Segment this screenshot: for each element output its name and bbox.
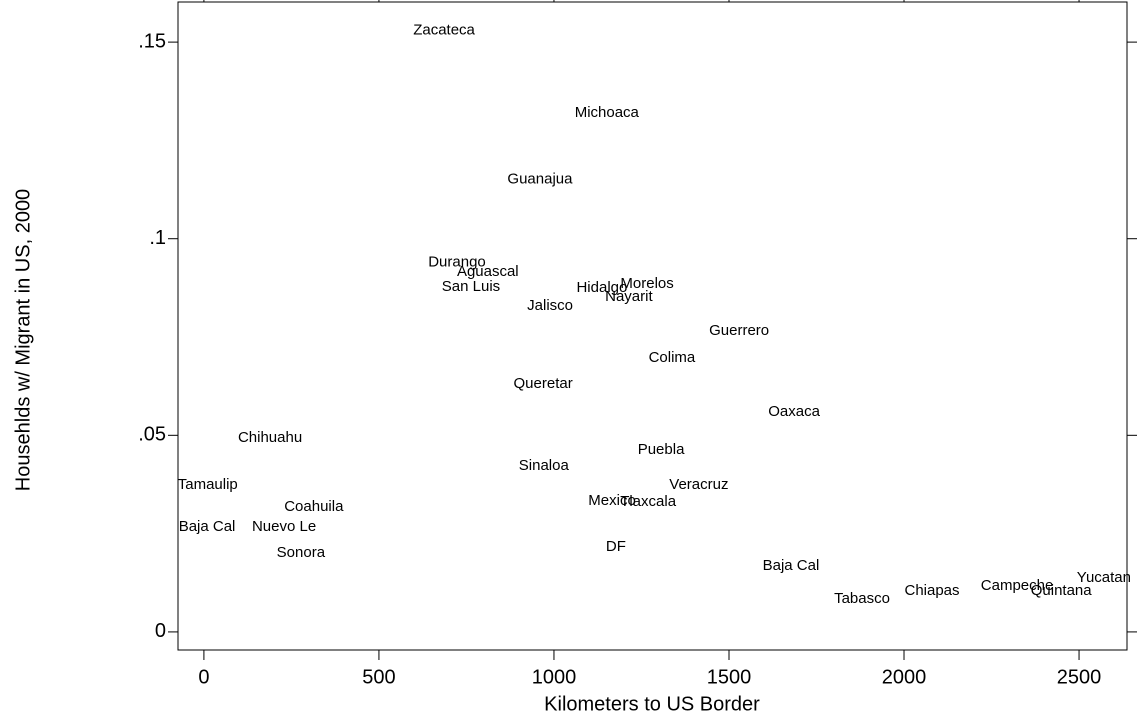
- point-label: Chihuahu: [238, 429, 302, 446]
- point-label: Nayarit: [605, 288, 653, 305]
- point-label: Oaxaca: [768, 403, 820, 420]
- x-tick-label: 2000: [882, 666, 927, 688]
- point-label: Tlaxcala: [620, 493, 677, 510]
- point-label: Baja Cal: [763, 557, 820, 574]
- y-tick-label: .15: [138, 30, 166, 52]
- point-label: San Luis: [442, 278, 500, 295]
- point-label: Chiapas: [904, 582, 959, 599]
- point-label: DF: [606, 538, 626, 555]
- point-label: Zacateca: [413, 21, 475, 38]
- point-label: Queretar: [514, 375, 573, 392]
- point-label: Guanajua: [507, 171, 573, 188]
- point-label: Yucatan: [1077, 569, 1131, 586]
- x-tick-label: 500: [362, 666, 395, 688]
- point-label: Veracruz: [669, 476, 728, 493]
- point-label: Morelos: [620, 275, 673, 292]
- point-label: Nuevo Le: [252, 518, 316, 535]
- point-label: Baja Cal: [179, 518, 236, 535]
- point-label: Michoaca: [575, 104, 640, 121]
- point-label: Sonora: [277, 544, 326, 561]
- y-tick-label: .1: [149, 227, 166, 249]
- point-label: Aguascal: [457, 263, 519, 280]
- point-label: Quintana: [1031, 582, 1093, 599]
- point-label: Tamaulip: [178, 476, 238, 493]
- y-axis-title: Househlds w/ Migrant in US, 2000: [12, 189, 34, 491]
- x-tick-label: 2500: [1057, 666, 1102, 688]
- y-tick-label: 0: [155, 620, 166, 642]
- point-label: Mexico: [588, 492, 636, 509]
- point-label: Jalisco: [527, 297, 573, 314]
- point-label: Tabasco: [834, 590, 890, 607]
- point-label: Colima: [649, 349, 696, 366]
- point-label: Campeche: [981, 577, 1054, 594]
- x-tick-label: 0: [198, 666, 209, 688]
- point-label: Hidalgo: [576, 279, 627, 296]
- x-tick-label: 1000: [532, 666, 577, 688]
- point-label: Coahuila: [284, 498, 344, 515]
- plot-frame: [177, 1, 1128, 651]
- x-axis-title: Kilometers to US Border: [544, 693, 760, 715]
- y-tick-label: .05: [138, 424, 166, 446]
- point-label: Durango: [428, 253, 486, 270]
- point-label: Sinaloa: [519, 457, 570, 474]
- point-label: Guerrero: [709, 322, 769, 339]
- point-label: Puebla: [638, 441, 685, 458]
- x-tick-label: 1500: [707, 666, 752, 688]
